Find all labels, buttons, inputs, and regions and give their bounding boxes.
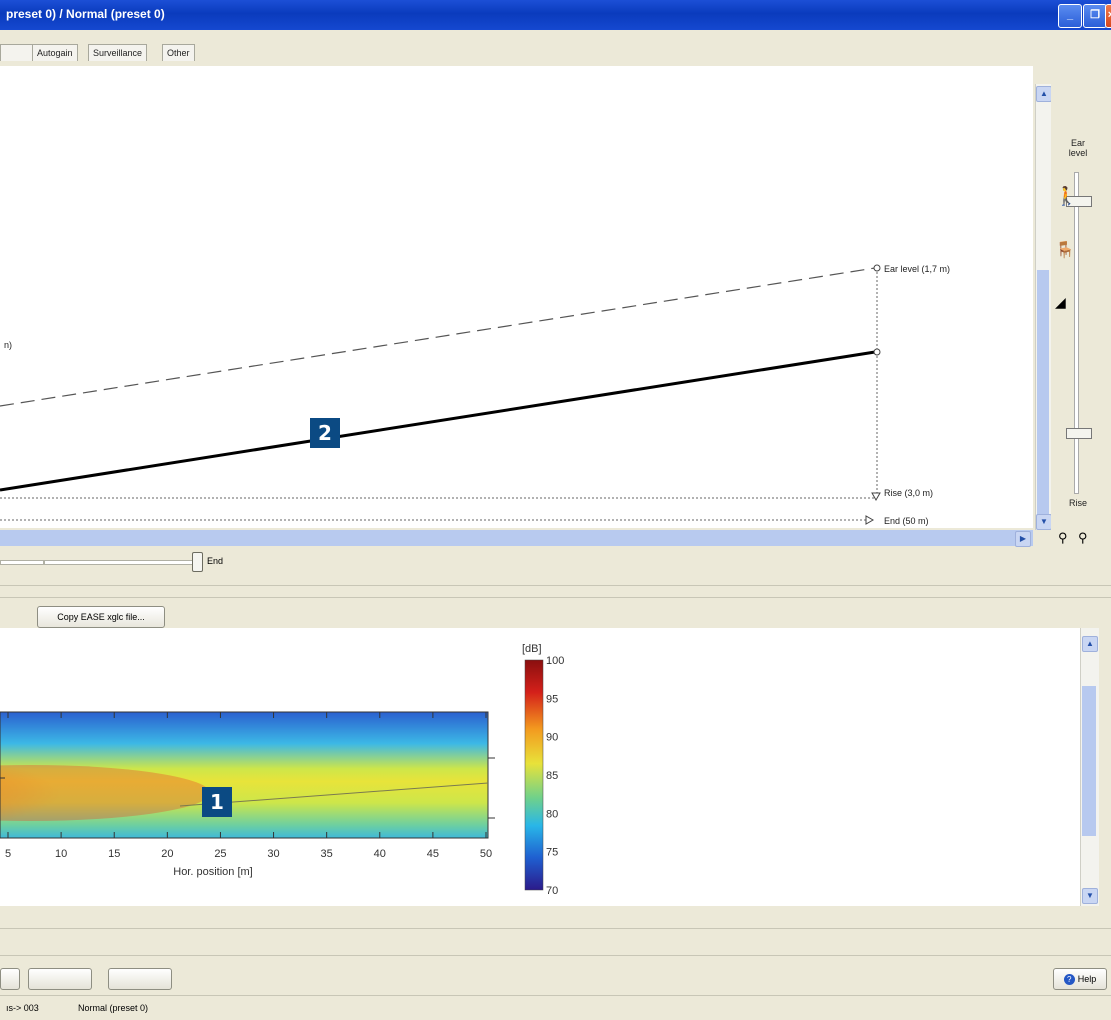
colorbar-tick-label: 100: [546, 655, 564, 667]
maximize-button[interactable]: ❐: [1083, 4, 1107, 28]
x-tick-label: 20: [161, 848, 173, 860]
x-tick-label: 15: [108, 848, 120, 860]
heatmap-core: [0, 765, 210, 821]
x-tick-label: 35: [321, 848, 333, 860]
help-icon: ?: [1063, 974, 1075, 985]
ear-level-marker: [873, 264, 881, 272]
profile-view[interactable]: [0, 66, 1033, 528]
ear-level-annotation: Ear level (1,7 m): [884, 264, 951, 274]
tab-autogain[interactable]: Autogain: [32, 44, 78, 61]
profile-drawing: [0, 264, 881, 525]
divider: [0, 585, 1111, 586]
x-tick-label: 25: [214, 848, 226, 860]
x-axis-label: Hor. position [m]: [173, 866, 252, 878]
heatmap-chart: 5 10 15 20 25 30 35 40 45 50 Hor. position [m] [d…: [0, 643, 564, 897]
x-tick-label: 45: [427, 848, 439, 860]
divider: [0, 955, 1111, 956]
divider: [0, 928, 1111, 929]
window-title: preset 0) / Normal (preset 0): [6, 7, 165, 21]
rise-slider-handle[interactable]: [1066, 428, 1092, 439]
profile-scroll-thumb[interactable]: [1037, 270, 1049, 520]
seated-person-icon[interactable]: 🪑: [1055, 242, 1075, 259]
colorbar-tick-label: 85: [546, 770, 558, 782]
clipped-annotation: n): [4, 340, 13, 350]
end-marker: [865, 515, 875, 525]
callout-badge-1: 1: [202, 787, 232, 817]
range-slider-handle[interactable]: [192, 552, 203, 572]
end-annotation: End (50 m): [884, 516, 929, 526]
ear-level-slider-handle[interactable]: [1066, 196, 1092, 207]
standing-person-icon[interactable]: 🚶: [1055, 186, 1078, 206]
colorbar-tick-label: 90: [546, 732, 558, 744]
status-right: Normal (preset 0): [78, 1003, 149, 1013]
colorbar-unit: [dB]: [522, 643, 542, 655]
divider: [0, 597, 1111, 598]
status-left: ıs-> 003: [6, 1003, 39, 1013]
tab-other[interactable]: Other: [162, 44, 195, 61]
scroll-right-icon[interactable]: ▶: [1015, 531, 1031, 547]
scroll-up-icon[interactable]: ▲: [1082, 636, 1098, 652]
callout-badge-2: 2: [310, 418, 340, 448]
colorbar-tick-label: 70: [546, 885, 558, 897]
x-tick-label: 5: [5, 848, 11, 860]
mapping-scroll-thumb[interactable]: [1082, 686, 1096, 836]
x-tick-label: 10: [55, 848, 67, 860]
zoom-in-icon[interactable]: ⚲: [1058, 530, 1068, 545]
bottom-button-3[interactable]: [108, 968, 172, 990]
scroll-down-icon[interactable]: ▼: [1036, 514, 1052, 530]
rise-control-label: Rise: [1068, 498, 1087, 508]
x-axis-ticks: 5 10 15 20 25 30 35 40 45 50: [5, 712, 492, 860]
scroll-up-icon[interactable]: ▲: [1036, 86, 1052, 102]
title-bar: [0, 0, 1111, 30]
minimize-button[interactable]: _: [1058, 4, 1082, 28]
range-slider-track[interactable]: [44, 560, 196, 565]
rise-marker: [871, 492, 881, 502]
bottom-button-1[interactable]: [0, 968, 20, 990]
x-tick-label: 40: [374, 848, 386, 860]
tab-surveillance[interactable]: Surveillance: [88, 44, 148, 61]
audience-line: [0, 350, 876, 492]
help-label: Help: [1077, 974, 1097, 984]
heatmap-frame: [0, 711, 489, 839]
ear-level-control-label: Ear level: [1068, 138, 1088, 158]
tab-clipped[interactable]: [0, 44, 34, 61]
status-bar: [0, 995, 1111, 1020]
range-end-label: End: [207, 556, 224, 566]
profile-horizontal-scrollbar[interactable]: [0, 530, 1033, 546]
x-tick-label: 50: [480, 848, 492, 860]
mapping-view: 5 10 15 20 25 30 35 40 45 50 Hor. position [m] [d…: [0, 628, 1080, 906]
help-button[interactable]: ? Help: [1053, 968, 1107, 990]
bottom-button-2[interactable]: [28, 968, 92, 990]
colorbar: [524, 659, 544, 891]
scroll-down-icon[interactable]: ▼: [1082, 888, 1098, 904]
close-button[interactable]: ×: [1105, 4, 1111, 28]
colorbar-tick-label: 80: [546, 808, 558, 820]
copy-ease-file-button[interactable]: Copy EASE xglc file...: [37, 606, 165, 628]
colorbar-ticks: 100 95 90 85 80 75 70: [488, 655, 564, 897]
colorbar-tick-label: 75: [546, 847, 558, 859]
colorbar-tick-label: 95: [546, 693, 558, 705]
range-slider-track-left[interactable]: [0, 560, 44, 565]
height-slider-track[interactable]: [1074, 172, 1079, 494]
zoom-out-icon[interactable]: ⚲: [1078, 530, 1088, 545]
x-tick-label: 30: [267, 848, 279, 860]
ear-level-line: [0, 267, 876, 407]
height-controls: [1051, 66, 1111, 546]
audience-end-marker: [873, 348, 881, 356]
reclining-person-icon[interactable]: ◢: [1055, 294, 1066, 310]
rise-annotation: Rise (3,0 m): [884, 488, 934, 498]
